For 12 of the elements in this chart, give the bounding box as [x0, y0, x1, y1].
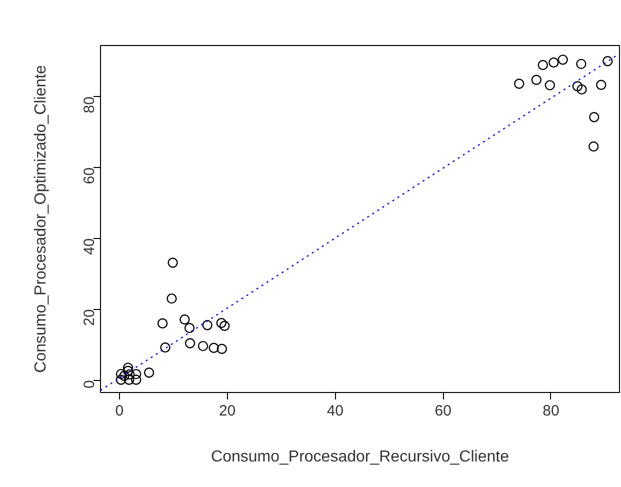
y-axis-title: Consumo_Procesador_Optimizado_Cliente: [32, 65, 50, 373]
x-tick-label: 40: [326, 402, 344, 420]
x-tick-label: 20: [218, 402, 236, 420]
x-tick-label: 80: [542, 402, 560, 420]
y-tick-label: 20: [81, 309, 98, 326]
y-tick-label: 60: [81, 167, 98, 184]
y-tick-label: 80: [81, 96, 98, 114]
y-tick-label: 0: [81, 380, 98, 388]
x-tick-label: 60: [434, 402, 452, 420]
x-tick-label: 0: [115, 402, 124, 420]
x-axis-title: Consumo_Procesador_Recursivo_Cliente: [211, 448, 510, 466]
y-tick-label: 40: [81, 238, 98, 255]
